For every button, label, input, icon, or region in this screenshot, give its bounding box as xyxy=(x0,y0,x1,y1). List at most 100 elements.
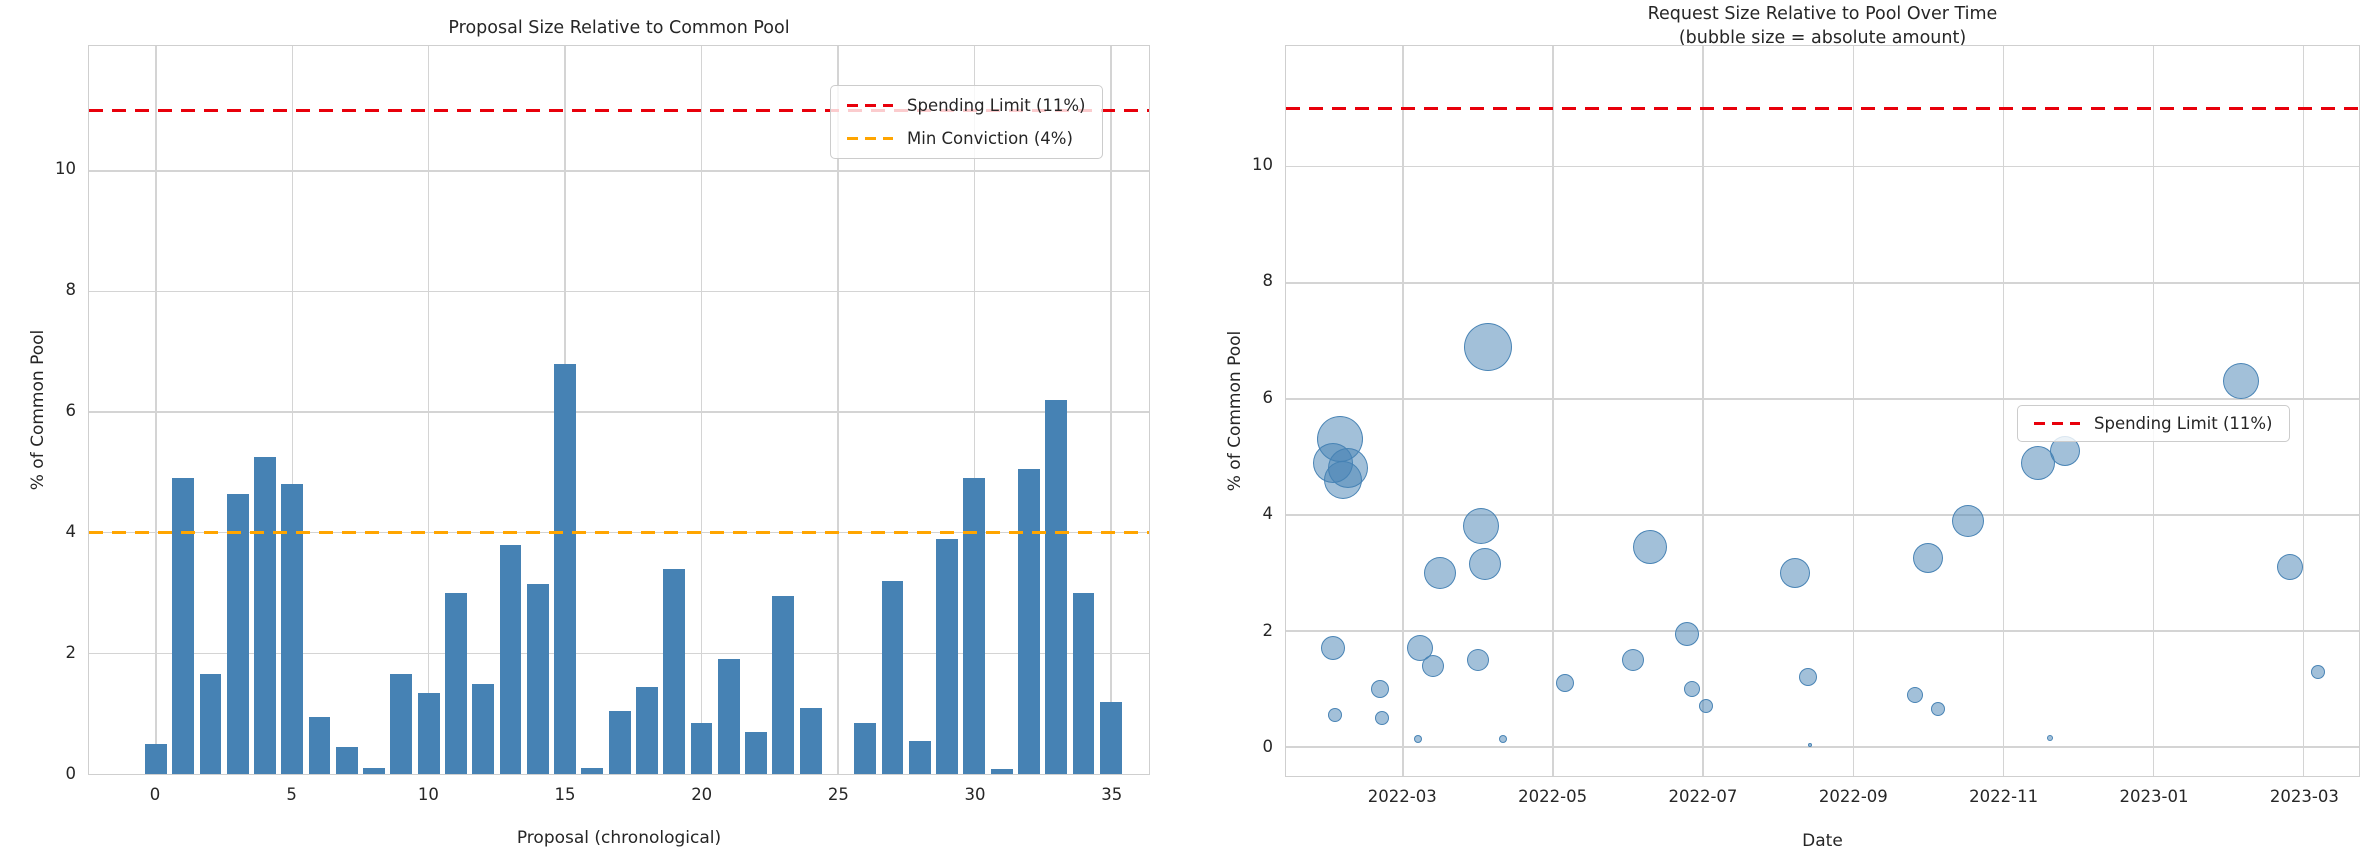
x-gridline xyxy=(837,46,839,774)
y-gridline xyxy=(89,652,1149,655)
left-chart-legend: Spending Limit (11%) Min Conviction (4%) xyxy=(830,85,1103,159)
request-bubble xyxy=(1328,708,1343,723)
proposal-bar xyxy=(963,478,986,774)
request-bubble xyxy=(1323,461,1362,500)
request-bubble xyxy=(1498,735,1507,744)
proposal-bar xyxy=(199,674,222,774)
proposal-bar xyxy=(908,740,931,774)
left-chart-title: Proposal Size Relative to Common Pool xyxy=(448,18,790,38)
y-tick-label: 6 xyxy=(65,401,77,421)
x-tick-label: 35 xyxy=(1101,785,1123,804)
proposal-bar xyxy=(636,686,658,774)
y-gridline xyxy=(1286,746,2359,748)
x-tick-label: 0 xyxy=(149,785,161,804)
y-gridline xyxy=(1286,165,2359,168)
proposal-bar xyxy=(772,596,795,774)
proposal-bar xyxy=(335,746,358,774)
x-tick-label: 2022-05 xyxy=(1518,787,1588,806)
request-bubble xyxy=(1684,680,1701,697)
x-tick-label: 2023-03 xyxy=(2269,787,2339,806)
request-bubble xyxy=(2222,363,2259,400)
request-bubble xyxy=(1375,710,1390,725)
y-tick-label: 6 xyxy=(1262,387,1274,407)
request-bubble xyxy=(2020,445,2055,480)
legend-label: Min Conviction (4%) xyxy=(907,129,1073,148)
proposal-bar-chart xyxy=(88,45,1150,775)
request-bubble xyxy=(1467,648,1490,671)
request-bubble xyxy=(1556,674,1575,693)
y-tick-label: 4 xyxy=(1262,504,1274,524)
proposal-bar xyxy=(1099,701,1122,774)
x-gridline xyxy=(1110,46,1112,774)
proposal-bar xyxy=(717,659,740,774)
x-gridline xyxy=(155,46,157,774)
x-tick-label: 2022-07 xyxy=(1668,787,1738,806)
request-bubble xyxy=(1675,621,1700,646)
y-gridline xyxy=(1286,282,2359,284)
request-bubble xyxy=(2277,554,2304,581)
request-bubble xyxy=(2047,735,2054,742)
proposal-bar xyxy=(745,731,767,774)
y-gridline xyxy=(89,290,1149,293)
x-gridline xyxy=(291,46,294,774)
proposal-bar xyxy=(363,767,386,774)
proposal-bar xyxy=(936,538,958,774)
legend-label: Spending Limit (11%) xyxy=(2094,414,2273,433)
x-tick-label: 2022-11 xyxy=(1969,787,2039,806)
right-chart-subtitle: (bubble size = absolute amount) xyxy=(1678,28,1967,48)
legend-row-spending-limit: Spending Limit (11%) xyxy=(847,96,1086,115)
y-gridline xyxy=(89,411,1149,413)
proposal-bar xyxy=(881,580,904,774)
proposal-bar xyxy=(554,363,576,774)
y-tick-label: 8 xyxy=(1262,271,1274,291)
proposal-bar xyxy=(799,707,822,774)
x-tick-label: 15 xyxy=(554,785,576,804)
right-chart-title: Request Size Relative to Pool Over Time xyxy=(1647,4,1998,24)
x-tick-label: 2022-03 xyxy=(1367,787,1437,806)
proposal-bar xyxy=(144,743,167,774)
left-xaxis-label: Proposal (chronological) xyxy=(516,828,722,848)
orange-dashed-line-icon xyxy=(847,136,893,141)
proposal-bar xyxy=(690,722,713,774)
threshold-line xyxy=(89,531,1149,535)
legend-row-spending-limit: Spending Limit (11%) xyxy=(2034,414,2273,433)
y-tick-label: 10 xyxy=(1252,155,1273,175)
proposal-bar xyxy=(1018,469,1040,774)
request-bubble xyxy=(1798,668,1817,687)
proposal-bar xyxy=(854,722,877,774)
proposal-bar xyxy=(990,769,1013,774)
request-bubble xyxy=(1462,508,1499,545)
request-bubble xyxy=(1808,743,1813,748)
proposal-bar xyxy=(663,568,686,774)
y-gridline xyxy=(1286,514,2359,516)
proposal-bar xyxy=(172,478,195,774)
x-tick-label: 2022-09 xyxy=(1818,787,1888,806)
y-tick-label: 8 xyxy=(65,280,77,300)
x-tick-label: 25 xyxy=(827,785,849,804)
proposal-bar xyxy=(308,716,331,774)
red-dashed-line-icon xyxy=(847,103,893,108)
request-bubble xyxy=(1913,543,1944,574)
x-gridline xyxy=(1402,46,1404,776)
x-gridline xyxy=(1552,46,1554,776)
x-tick-label: 20 xyxy=(691,785,713,804)
legend-row-min-conviction: Min Conviction (4%) xyxy=(847,129,1086,148)
proposal-bar xyxy=(417,692,440,774)
request-bubble xyxy=(1951,504,1984,537)
request-bubble xyxy=(1424,556,1457,589)
proposal-bar xyxy=(281,484,304,774)
legend-label: Spending Limit (11%) xyxy=(907,96,1086,115)
request-bubble xyxy=(1421,654,1444,677)
proposal-bar xyxy=(445,593,467,774)
x-tick-label: 2023-01 xyxy=(2119,787,2189,806)
proposal-bar xyxy=(581,767,604,774)
right-chart-legend: Spending Limit (11%) xyxy=(2017,405,2290,442)
request-bubble xyxy=(1469,548,1502,581)
request-bubble xyxy=(1370,679,1389,698)
y-tick-label: 0 xyxy=(1262,736,1274,756)
x-gridline xyxy=(2002,46,2005,776)
proposal-bar xyxy=(526,584,549,774)
right-xaxis-label: Date xyxy=(1802,831,1843,851)
proposal-bar xyxy=(499,544,522,774)
